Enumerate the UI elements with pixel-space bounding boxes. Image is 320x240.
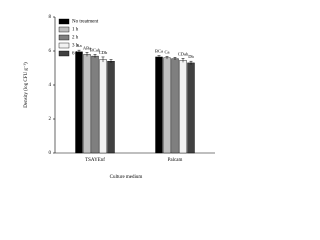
y-tick-label: 6 — [49, 49, 52, 54]
significance-letter: Aa — [76, 43, 81, 48]
y-tick-label: 8 — [49, 15, 52, 20]
significance-letter: Ca — [165, 49, 170, 54]
significance-letter: Db — [188, 54, 194, 59]
bar — [155, 56, 163, 154]
bar — [171, 58, 179, 154]
x-axis-label: Culture medium — [110, 175, 143, 180]
bar — [83, 54, 91, 154]
bar — [163, 57, 171, 154]
legend-swatch — [58, 26, 70, 33]
x-tick-label: Palcam — [168, 158, 183, 163]
bar — [91, 55, 99, 154]
significance-letter: BCab — [90, 47, 101, 52]
legend-swatch — [58, 18, 70, 25]
legend-label: 3 h — [72, 44, 79, 49]
y-tick-label: 4 — [49, 83, 52, 88]
significance-letter: BCa — [155, 49, 163, 54]
significance-letter: CDb — [99, 50, 108, 55]
legend-swatch — [58, 50, 70, 57]
bar — [75, 51, 83, 154]
bar — [99, 59, 107, 154]
legend-label: 1 h — [72, 28, 79, 33]
bar — [179, 60, 187, 154]
chart: Culture medium Density (log CFU g⁻¹) 0 2 4… — [23, 15, 215, 180]
significance-letter: CDab — [178, 51, 189, 56]
bar — [107, 61, 115, 154]
y-tick-label: 2 — [49, 117, 52, 122]
x-tick-label: TSAYEnf — [85, 158, 105, 163]
legend-label: 2 h — [72, 36, 79, 41]
legend-swatch — [58, 42, 70, 49]
legend-label: No treatment — [72, 20, 99, 25]
bar — [187, 62, 195, 154]
y-tick-label: 0 — [49, 151, 52, 156]
legend-label: 6 h — [72, 52, 79, 57]
y-axis-label: Density (log CFU g⁻¹) — [23, 62, 29, 108]
significance-letter: ABa — [83, 45, 91, 50]
legend-swatch — [58, 34, 70, 41]
